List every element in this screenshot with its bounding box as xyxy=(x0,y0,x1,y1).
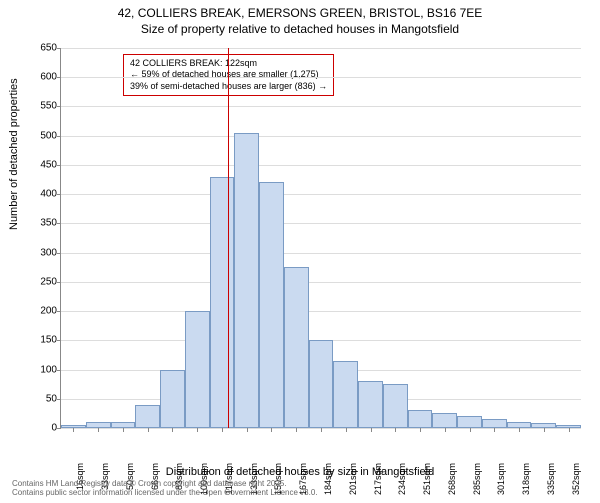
histogram-bar xyxy=(482,419,507,428)
gridline xyxy=(61,311,581,312)
gridline xyxy=(61,253,581,254)
x-tick-mark xyxy=(98,428,99,432)
x-tick-mark xyxy=(470,428,471,432)
x-tick-mark xyxy=(395,428,396,432)
gridline xyxy=(61,223,581,224)
x-axis-label: Distribution of detached houses by size … xyxy=(0,466,600,478)
x-tick-mark xyxy=(73,428,74,432)
y-tick-mark xyxy=(57,428,61,429)
x-tick-mark xyxy=(420,428,421,432)
histogram-bar xyxy=(284,267,309,428)
histogram-bar xyxy=(259,182,284,428)
footer-line-2: Contains public sector information licen… xyxy=(12,488,318,498)
y-tick-mark xyxy=(57,194,61,195)
gridline xyxy=(61,165,581,166)
gridline xyxy=(61,48,581,49)
x-tick-mark xyxy=(222,428,223,432)
x-tick-mark xyxy=(445,428,446,432)
x-tick-mark xyxy=(569,428,570,432)
chart-container: 42, COLLIERS BREAK, EMERSONS GREEN, BRIS… xyxy=(0,0,600,500)
x-tick-mark xyxy=(296,428,297,432)
footer-attribution: Contains HM Land Registry data © Crown c… xyxy=(12,479,318,498)
y-axis-label: Number of detached properties xyxy=(8,78,20,230)
gridline xyxy=(61,77,581,78)
y-tick-mark xyxy=(57,340,61,341)
histogram-bar xyxy=(358,381,383,428)
footer-line-1: Contains HM Land Registry data © Crown c… xyxy=(12,479,318,489)
x-tick-mark xyxy=(544,428,545,432)
gridline xyxy=(61,106,581,107)
y-tick-mark xyxy=(57,136,61,137)
histogram-bar xyxy=(210,177,235,428)
gridline xyxy=(61,282,581,283)
x-tick-mark xyxy=(271,428,272,432)
y-tick-label: 550 xyxy=(29,101,57,112)
gridline xyxy=(61,194,581,195)
histogram-bar xyxy=(185,311,210,428)
y-tick-mark xyxy=(57,223,61,224)
histogram-bar xyxy=(408,410,433,428)
y-tick-mark xyxy=(57,399,61,400)
reference-line xyxy=(228,48,229,428)
y-tick-label: 500 xyxy=(29,130,57,141)
chart-title: 42, COLLIERS BREAK, EMERSONS GREEN, BRIS… xyxy=(0,0,600,37)
histogram-bar xyxy=(333,361,358,428)
y-tick-label: 250 xyxy=(29,276,57,287)
histogram-bar xyxy=(457,416,482,428)
histogram-bar xyxy=(135,405,160,428)
title-line-1: 42, COLLIERS BREAK, EMERSONS GREEN, BRIS… xyxy=(0,6,600,22)
y-tick-label: 0 xyxy=(29,423,57,434)
y-tick-label: 450 xyxy=(29,159,57,170)
y-tick-label: 600 xyxy=(29,72,57,83)
gridline xyxy=(61,136,581,137)
y-tick-label: 100 xyxy=(29,364,57,375)
histogram-bar xyxy=(309,340,334,428)
x-tick-mark xyxy=(494,428,495,432)
y-tick-label: 650 xyxy=(29,43,57,54)
x-tick-mark xyxy=(346,428,347,432)
y-tick-mark xyxy=(57,370,61,371)
y-tick-mark xyxy=(57,48,61,49)
x-tick-mark xyxy=(172,428,173,432)
x-tick-mark xyxy=(123,428,124,432)
y-tick-mark xyxy=(57,77,61,78)
y-tick-mark xyxy=(57,282,61,283)
y-tick-mark xyxy=(57,106,61,107)
x-tick-mark xyxy=(371,428,372,432)
x-tick-mark xyxy=(321,428,322,432)
histogram-bar xyxy=(432,413,457,428)
y-tick-label: 300 xyxy=(29,247,57,258)
histogram-bar xyxy=(160,370,185,428)
histogram-bar xyxy=(234,133,259,428)
y-tick-label: 350 xyxy=(29,218,57,229)
x-tick-mark xyxy=(197,428,198,432)
y-tick-mark xyxy=(57,253,61,254)
x-tick-mark xyxy=(148,428,149,432)
x-tick-mark xyxy=(247,428,248,432)
y-tick-mark xyxy=(57,165,61,166)
y-tick-mark xyxy=(57,311,61,312)
x-tick-mark xyxy=(519,428,520,432)
histogram-bar xyxy=(383,384,408,428)
y-tick-label: 200 xyxy=(29,306,57,317)
y-tick-label: 400 xyxy=(29,189,57,200)
plot-area: 42 COLLIERS BREAK: 122sqm ← 59% of detac… xyxy=(60,48,581,429)
y-tick-label: 50 xyxy=(29,393,57,404)
y-tick-label: 150 xyxy=(29,335,57,346)
title-line-2: Size of property relative to detached ho… xyxy=(0,22,600,38)
